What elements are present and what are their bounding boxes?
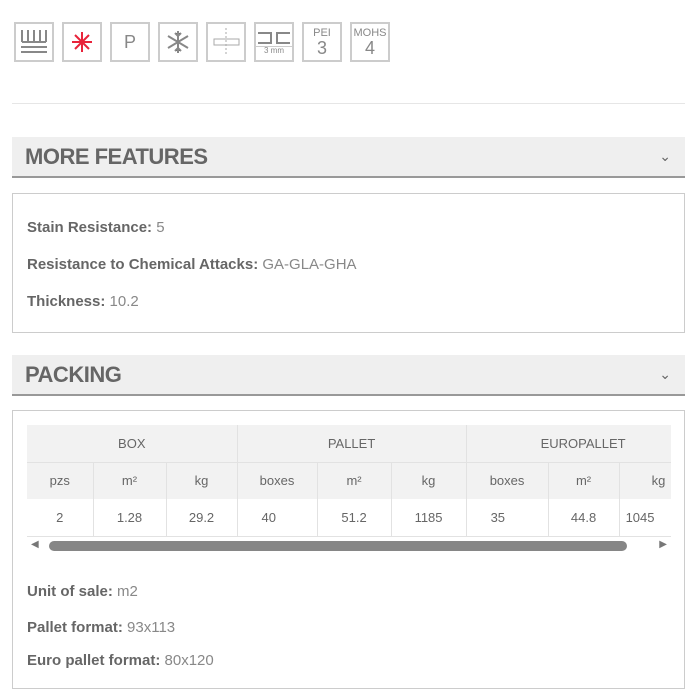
chevron-down-icon[interactable]: ⌄ <box>659 148 671 164</box>
feature-icons: P 3 mm PEI 3 MOHS 4 <box>14 22 390 62</box>
table-row: 2 1.28 29.2 40 51.2 1185 35 44.8 1045 <box>27 499 671 537</box>
column-header: kg <box>166 462 238 499</box>
p-icon: P <box>110 22 150 62</box>
column-header: m² <box>548 462 620 499</box>
scroll-right-icon[interactable]: ▶ <box>659 539 667 550</box>
mohs-icon: MOHS 4 <box>350 22 390 62</box>
mohs-label: MOHS <box>353 26 387 39</box>
horizontal-scrollbar[interactable]: ◀ ▶ <box>27 537 671 555</box>
more-features-title: MORE FEATURES <box>25 143 208 169</box>
pei-icon: PEI 3 <box>302 22 342 62</box>
packing-table-scroll: BOX PALLET EUROPALLET pzs m² kg boxes m²… <box>27 425 671 537</box>
table-cell: 44.8 <box>548 499 620 537</box>
column-header: m² <box>93 462 167 499</box>
rectified-icon <box>206 22 246 62</box>
column-header: m² <box>317 462 392 499</box>
group-header: PALLET <box>237 425 467 463</box>
group-header: BOX <box>27 425 238 463</box>
frost-resistant-icon <box>158 22 198 62</box>
chevron-down-icon[interactable]: ⌄ <box>659 366 671 382</box>
divider <box>12 103 685 104</box>
table-cell: 1.28 <box>93 499 167 537</box>
scrollbar-thumb[interactable] <box>49 541 627 551</box>
column-header: boxes <box>466 462 549 499</box>
table-cell: 51.2 <box>317 499 392 537</box>
more-features-panel: Stain Resistance: 5 Resistance to Chemic… <box>12 193 685 333</box>
table-cell: 1185 <box>391 499 467 537</box>
euro-pallet-format: Euro pallet format: 80x120 <box>27 652 214 669</box>
packing-title: PACKING <box>25 361 122 387</box>
pallet-format: Pallet format: 93x113 <box>27 619 176 636</box>
table-cell: 35 <box>466 499 549 537</box>
column-header: kg <box>391 462 467 499</box>
joint-label: 3 mm <box>256 45 292 55</box>
packing-table: BOX PALLET EUROPALLET pzs m² kg boxes m²… <box>27 425 671 537</box>
packing-panel: BOX PALLET EUROPALLET pzs m² kg boxes m²… <box>12 410 685 689</box>
joint-icon: 3 mm <box>254 22 294 62</box>
unit-of-sale: Unit of sale: m2 <box>27 583 138 600</box>
scroll-left-icon[interactable]: ◀ <box>31 539 39 550</box>
column-header: boxes <box>237 462 318 499</box>
packing-header[interactable]: PACKING ⌄ <box>12 355 685 396</box>
column-header: pzs <box>27 462 94 499</box>
underfloor-heating-icon <box>14 22 54 62</box>
table-cell: 40 <box>237 499 318 537</box>
pei-value: 3 <box>316 37 327 58</box>
group-header: EUROPALLET <box>466 425 671 463</box>
pei-label: PEI <box>313 26 331 39</box>
chemical-resistance: Resistance to Chemical Attacks: GA-GLA-G… <box>27 256 357 273</box>
laser-cut-icon <box>62 22 102 62</box>
table-cell: 29.2 <box>166 499 238 537</box>
thickness: Thickness: 10.2 <box>27 293 139 310</box>
p-label: P <box>123 32 136 52</box>
stain-resistance: Stain Resistance: 5 <box>27 219 165 236</box>
table-cell: 2 <box>27 499 94 537</box>
mohs-value: 4 <box>364 37 375 58</box>
column-header: kg <box>619 462 671 499</box>
more-features-header[interactable]: MORE FEATURES ⌄ <box>12 137 685 178</box>
table-cell: 1045 <box>619 499 671 537</box>
